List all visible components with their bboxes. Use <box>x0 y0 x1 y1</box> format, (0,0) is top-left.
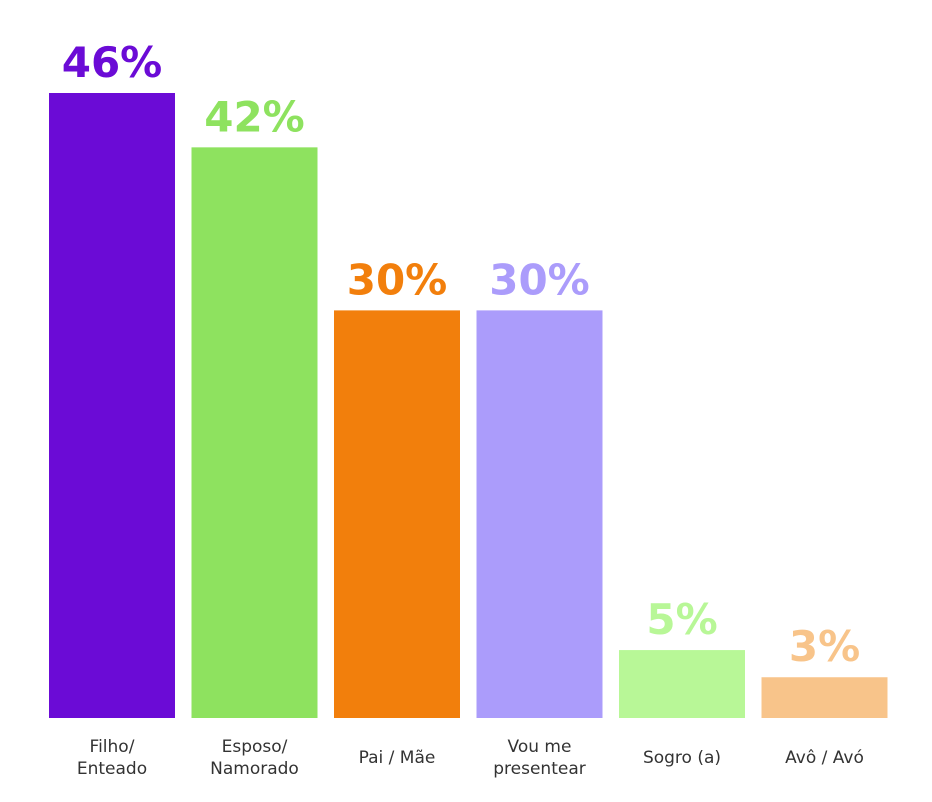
value-label-0: 46% <box>62 38 163 87</box>
value-labels-group: 46% 42% 30% 30% 5% 3% <box>62 38 860 671</box>
category-label-4-0: Sogro (a) <box>643 748 721 768</box>
bar-4 <box>619 650 745 718</box>
value-label-3: 30% <box>489 255 590 304</box>
category-label-3-0: Vou me <box>508 737 572 757</box>
bar-3 <box>476 310 603 718</box>
bar-2 <box>334 310 460 718</box>
category-label-0-1: Enteado <box>77 759 147 779</box>
category-label-5-0: Avô / Avó <box>785 748 864 768</box>
category-labels-group: Filho/Enteado Esposo/Namorado Pai / Mãe Vou… <box>77 737 864 779</box>
value-label-5: 3% <box>789 622 860 671</box>
bar-1 <box>191 147 318 718</box>
category-label-1-1: Namorado <box>210 759 299 779</box>
bar-0 <box>49 93 175 718</box>
bars-group <box>49 93 888 718</box>
bar-5 <box>761 677 888 718</box>
value-label-2: 30% <box>347 255 448 304</box>
category-label-0-0: Filho/ <box>90 737 135 757</box>
value-label-1: 42% <box>204 92 305 141</box>
category-label-3-1: presentear <box>493 759 586 779</box>
category-label-2-0: Pai / Mãe <box>359 748 436 768</box>
category-label-1-0: Esposo/ <box>222 737 288 757</box>
value-label-4: 5% <box>646 595 717 644</box>
